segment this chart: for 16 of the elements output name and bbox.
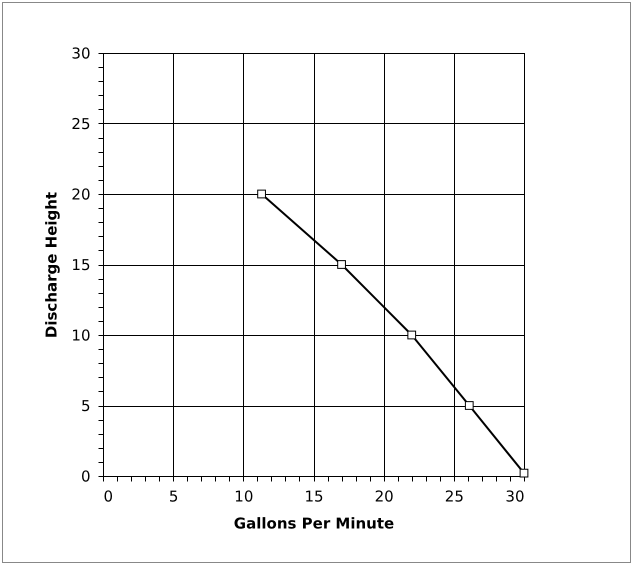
y-tick-label: 30	[71, 44, 90, 62]
x-tick-label: 0	[104, 488, 114, 506]
y-tick-label: 20	[71, 186, 90, 204]
y-axis-title: Discharge Height	[42, 192, 60, 338]
x-tick-label: 15	[304, 488, 324, 506]
x-tick-label: 5	[168, 488, 178, 506]
y-tick-label: 10	[71, 326, 90, 344]
y-tick-label: 15	[71, 256, 90, 274]
y-tick-label: 25	[71, 115, 90, 133]
x-tick-label: 25	[444, 488, 464, 506]
x-tick-label: 20	[374, 488, 394, 506]
x-tick-label: 10	[234, 488, 254, 506]
x-axis-title: Gallons Per Minute	[234, 514, 394, 532]
y-tick-label: 0	[80, 468, 90, 486]
y-tick-label: 5	[80, 397, 90, 415]
x-tick-label: 30	[505, 488, 524, 506]
